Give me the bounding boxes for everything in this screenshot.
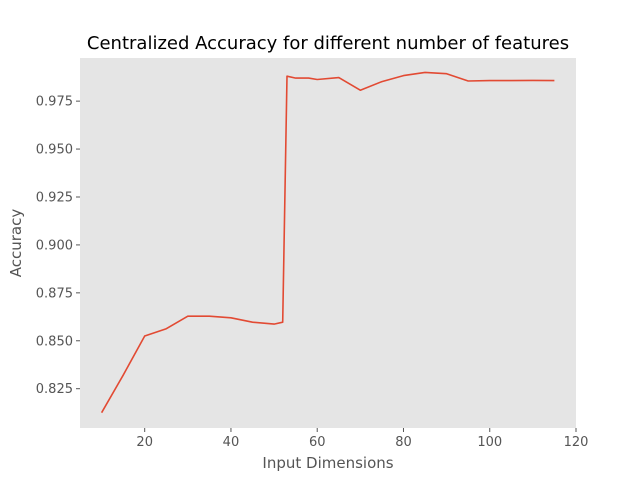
data-point — [316, 78, 318, 80]
data-point — [187, 315, 189, 317]
data-point — [424, 71, 426, 73]
y-tick-label: 0.950 — [36, 143, 73, 158]
data-point — [553, 80, 555, 82]
y-tick-label: 0.875 — [36, 286, 73, 301]
series-line — [100, 71, 555, 414]
data-point — [230, 317, 232, 319]
x-tick-label: 60 — [309, 435, 326, 450]
chart-title: Centralized Accuracy for different numbe… — [87, 33, 569, 54]
data-point — [532, 79, 534, 81]
x-tick-label: 40 — [223, 435, 240, 450]
data-point — [308, 77, 310, 79]
data-point — [467, 80, 469, 82]
plot-area — [80, 58, 576, 428]
data-point — [282, 321, 284, 323]
data-point — [381, 81, 383, 83]
series-layer — [100, 71, 555, 414]
y-tick-label: 0.825 — [36, 382, 73, 397]
y-tick-label: 0.900 — [36, 238, 73, 253]
data-point — [144, 335, 146, 337]
x-tick-label: 80 — [395, 435, 412, 450]
x-tick-label: 20 — [136, 435, 153, 450]
data-point — [359, 89, 361, 91]
y-tick-label: 0.850 — [36, 334, 73, 349]
y-tick-label: 0.975 — [36, 95, 73, 110]
y-axis-label: Accuracy — [7, 209, 25, 278]
data-point — [165, 328, 167, 330]
data-point — [446, 73, 448, 75]
data-point — [489, 80, 491, 82]
data-point — [295, 77, 297, 79]
x-tick-label: 120 — [564, 435, 589, 450]
data-point — [122, 374, 124, 376]
x-axis-label: Input Dimensions — [262, 454, 393, 472]
x-axis: 20 40 60 80 100 120 — [136, 428, 588, 450]
data-point — [101, 412, 103, 414]
data-point — [402, 75, 404, 77]
data-point — [208, 315, 210, 317]
x-tick-label: 100 — [477, 435, 502, 450]
data-point — [338, 77, 340, 79]
data-point — [510, 80, 512, 82]
data-point — [252, 321, 254, 323]
y-axis: 0.825 0.850 0.875 0.900 0.925 0.950 0.975 — [36, 95, 80, 397]
data-point — [273, 323, 275, 325]
data-point — [286, 75, 288, 77]
y-tick-label: 0.925 — [36, 190, 73, 205]
